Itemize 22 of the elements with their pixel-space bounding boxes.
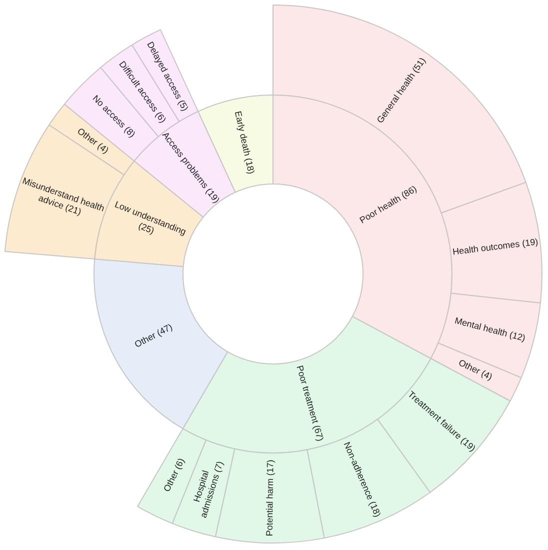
slice-label: Other	[132, 330, 158, 350]
data-label: (21)	[64, 202, 83, 217]
slice-label: Health outcomes	[452, 238, 521, 257]
data-label: (19)	[522, 236, 539, 248]
slice-label: Other	[457, 357, 482, 376]
slice-label: Potential harm	[264, 478, 276, 536]
data-label: (67)	[312, 424, 326, 442]
data-label: (86)	[400, 184, 418, 200]
data-label: (6)	[172, 456, 186, 471]
data-label: (12)	[508, 330, 526, 344]
data-label: (5)	[176, 98, 190, 113]
slice-label: Other	[162, 468, 180, 494]
data-label: (7)	[212, 460, 226, 474]
data-label: (4)	[480, 368, 494, 382]
data-label: (18)	[367, 500, 383, 518]
data-label: (51)	[410, 56, 428, 75]
slice-label: Mental health	[454, 315, 509, 339]
data-label: (17)	[265, 460, 276, 476]
data-label: (18)	[243, 157, 256, 175]
data-label: (4)	[96, 140, 110, 156]
data-label: (47)	[155, 322, 174, 338]
slice-label: Early death	[232, 110, 252, 157]
